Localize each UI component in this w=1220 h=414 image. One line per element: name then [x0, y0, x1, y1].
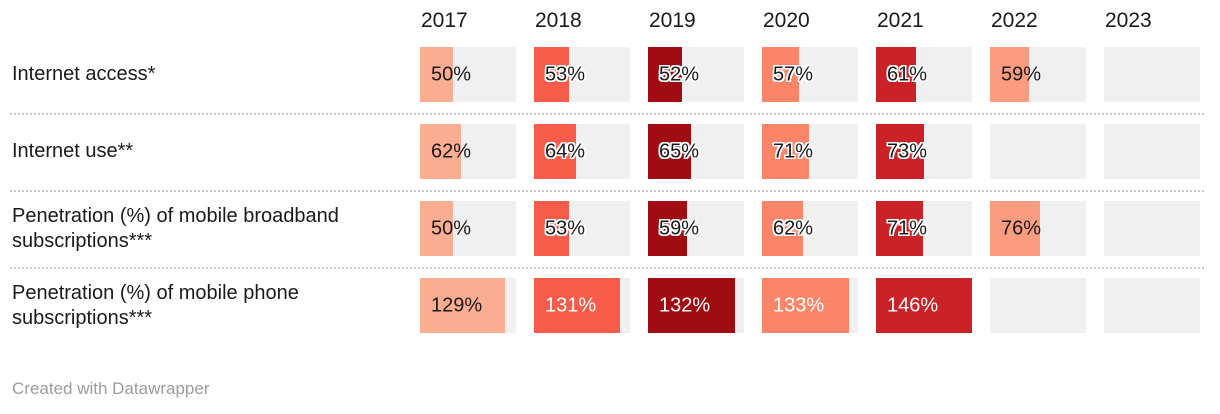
cell-value-label: 133% [773, 294, 825, 316]
table-cell: 133% [762, 278, 858, 333]
cell-bar [762, 47, 800, 102]
table-cell: 64% [534, 124, 630, 179]
table-cell [1104, 278, 1200, 333]
cell-bar [876, 124, 924, 179]
cell-value-label: 62% [773, 217, 814, 239]
cell-bar [648, 201, 687, 256]
table-row: Penetration (%) of mobile phone subscrip… [0, 278, 1220, 333]
cell-bar [534, 47, 569, 102]
cell-bar [876, 47, 917, 102]
cell-bar [534, 201, 569, 256]
row-label: Penetration (%) of mobile broadband subs… [12, 204, 339, 252]
table-cell [990, 278, 1086, 333]
table-cell: 71% [876, 201, 972, 256]
table-row: Penetration (%) of mobile broadband subs… [0, 201, 1220, 256]
cell-value-label: 76% [1001, 217, 1042, 239]
cell-bar [990, 201, 1041, 256]
table-cell: 57% [762, 47, 858, 102]
cell-value-label: 65% [659, 140, 700, 162]
table-cell: 146% [876, 278, 972, 333]
table-row: Internet use** 62% 64% 65% 71% 73% [0, 124, 1220, 179]
table-cell: 131% [534, 278, 630, 333]
table-cell: 61% [876, 47, 972, 102]
cell-bar [648, 47, 683, 102]
cell-bar [534, 124, 577, 179]
table-body: Internet access* 50% 53% 52% 57% 61% 59% Intern… [0, 47, 1220, 333]
row-label-header-spacer [0, 0, 402, 47]
table-cell [1104, 124, 1200, 179]
cell-value-label: 129% [431, 294, 483, 316]
cell-bar [648, 124, 691, 179]
year-header-row: 2017 2018 2019 2020 2021 2022 2023 [0, 0, 1220, 47]
table-cell: 132% [648, 278, 744, 333]
row-separator [0, 102, 1220, 124]
cell-value-label: 131% [545, 294, 597, 316]
cell-value-label: 71% [773, 140, 814, 162]
cell-value-label: 53% [545, 63, 586, 85]
cell-value-label: 53% [545, 217, 586, 239]
cell-value-label: 59% [1001, 63, 1042, 85]
table-cell: 71% [762, 124, 858, 179]
row-label: Internet use** [12, 140, 134, 162]
table-cell: 50% [420, 47, 516, 102]
cell-value-label: 59% [659, 217, 700, 239]
cell-bar [420, 201, 453, 256]
cell-value-label: 62% [431, 140, 472, 162]
table-cell [1104, 201, 1200, 256]
table-row: Internet access* 50% 53% 52% 57% 61% 59% [0, 47, 1220, 102]
table-cell: 76% [990, 201, 1086, 256]
cell-bar [876, 201, 923, 256]
datawrapper-credit[interactable]: Created with Datawrapper [12, 379, 210, 398]
column-header-2018: 2018 [535, 9, 582, 32]
cell-value-label: 61% [887, 63, 928, 85]
cell-value-label: 50% [431, 63, 472, 85]
table-cell [1104, 47, 1200, 102]
cell-bar [420, 124, 461, 179]
table-cell: 62% [420, 124, 516, 179]
row-separator [0, 256, 1220, 278]
cell-value-label: 73% [887, 140, 928, 162]
cell-value-label: 57% [773, 63, 814, 85]
cell-bar [420, 278, 505, 333]
cell-bar [762, 201, 803, 256]
cell-value-label: 52% [659, 63, 700, 85]
row-separator [0, 179, 1220, 201]
row-label: Penetration (%) of mobile phone subscrip… [12, 281, 299, 329]
cell-bar [420, 47, 453, 102]
table-cell: 73% [876, 124, 972, 179]
table-cell: 129% [420, 278, 516, 333]
cell-bar [990, 47, 1029, 102]
cell-bar [534, 278, 621, 333]
column-header-2017: 2017 [421, 9, 468, 32]
cell-value-label: 64% [545, 140, 586, 162]
column-header-2020: 2020 [763, 9, 810, 32]
table-cell: 52% [648, 47, 744, 102]
column-header-2019: 2019 [649, 9, 696, 32]
cell-bar [876, 278, 972, 333]
table-cell [990, 124, 1086, 179]
cell-value-label: 50% [431, 217, 472, 239]
table-cell: 59% [648, 201, 744, 256]
table-cell: 62% [762, 201, 858, 256]
table-cell: 53% [534, 201, 630, 256]
cell-value-label: 71% [887, 217, 928, 239]
table-cell: 50% [420, 201, 516, 256]
column-header-2023: 2023 [1105, 9, 1152, 32]
cell-bar [762, 278, 850, 333]
column-header-2022: 2022 [991, 9, 1038, 32]
cell-bar [762, 124, 809, 179]
row-label: Internet access* [12, 63, 156, 85]
cell-value-label: 132% [659, 294, 711, 316]
table-cell: 59% [990, 47, 1086, 102]
table-cell: 53% [534, 47, 630, 102]
cell-value-label: 146% [887, 294, 939, 316]
column-header-2021: 2021 [877, 9, 924, 32]
table-cell: 65% [648, 124, 744, 179]
cell-bar [648, 278, 735, 333]
